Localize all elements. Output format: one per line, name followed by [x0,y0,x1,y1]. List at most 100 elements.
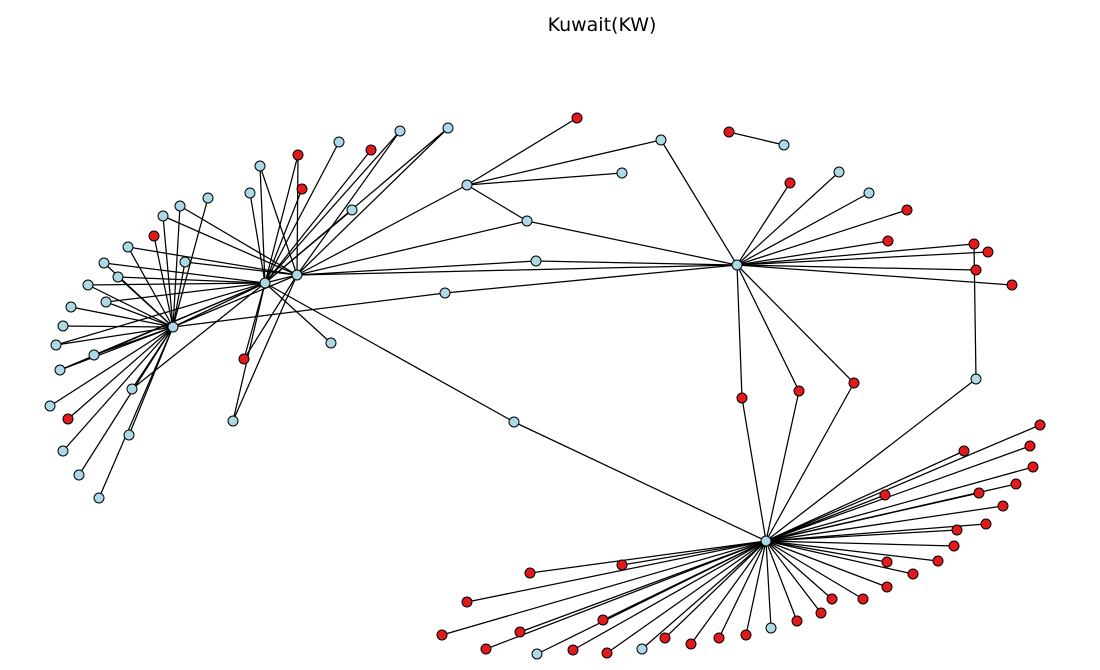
graph-node-blue [65,301,77,313]
graph-node-red [597,614,609,626]
graph-node-red [480,643,492,655]
graph-edge [736,182,791,266]
graph-node-blue [259,277,271,289]
graph-edge [602,540,767,621]
graph-edge [264,282,332,344]
graph-node-red [685,638,697,650]
graph-node-red [514,626,526,638]
graph-edge [765,424,1041,542]
graph-edge [765,523,987,542]
graph-edge [172,282,266,328]
graph-node-red [1024,440,1036,452]
graph-edge [466,139,662,186]
graph-node-blue [394,125,406,137]
graph-edge [513,421,767,542]
graph-edge [526,220,738,266]
graph-node-blue [778,139,790,151]
graph-edge [765,445,1031,542]
graph-node-blue [167,321,179,333]
graph-edge [296,220,528,276]
graph-edge [765,540,914,575]
graph-node-red [970,264,982,276]
graph-node-blue [179,256,191,268]
graph-node-blue [439,287,451,299]
graph-node-blue [88,349,100,361]
graph-edge [485,540,767,650]
graph-edge [98,326,174,499]
graph-node-red [148,230,160,242]
graph-edge [87,284,174,328]
graph-node-red [879,489,891,501]
graph-edge [765,540,772,629]
graph-edge [973,243,977,380]
graph-edge [264,130,401,284]
graph-node-blue [760,535,772,547]
graph-node-red [601,647,613,659]
graph-node-red [948,540,960,552]
graph-edge [49,326,174,407]
graph-edge [179,205,298,276]
graph-edge [765,450,965,542]
graph-edge [736,192,870,266]
graph-edge [117,276,266,284]
graph-node-red [793,385,805,397]
graph-node-blue [521,215,533,227]
graph-node-red [62,413,74,425]
graph-node-red [857,593,869,605]
graph-edge [765,494,886,542]
graph-node-red [659,632,671,644]
graph-node-red [1027,461,1039,473]
graph-node-red [982,246,994,258]
graph-node-blue [57,445,69,457]
graph-node-red [1006,279,1018,291]
graph-edge [249,192,266,284]
graph-node-blue [461,179,473,191]
graph-node-red [815,607,827,619]
graph-node-blue [333,136,345,148]
graph-node-blue [98,257,110,269]
graph-edge [765,390,800,542]
graph-edge [172,292,446,328]
graph-edge [232,282,266,422]
graph-edge [184,261,298,276]
graph-edge [736,171,840,266]
graph-edge [519,540,767,633]
graph-edge [765,540,822,614]
graph-node-red [567,644,579,656]
graph-edge [466,540,767,603]
graph-edge [67,326,174,420]
graph-node-blue [244,187,256,199]
graph-edge [736,209,908,266]
graph-edge [736,243,975,266]
graph-node-blue [731,259,743,271]
graph-edge [466,117,578,186]
graph-node-red [616,559,628,571]
graph-node-blue [508,416,520,428]
graph-edge [59,326,174,371]
graph-node-red [571,112,583,124]
graph-edge [736,264,1013,286]
graph-node-red [848,377,860,389]
graph-edge [55,282,266,346]
graph-node-red [901,204,913,216]
graph-edge [728,131,785,146]
graph-edge [296,154,299,276]
graph-node-blue [122,241,134,253]
graph-edge [765,378,977,542]
graph-node-red [968,238,980,250]
graph-node-blue [44,400,56,412]
graph-edge [87,282,266,286]
graph-edge [718,540,767,639]
graph-edge [444,264,738,294]
graph-node-blue [530,255,542,267]
graph-title: Kuwait(KW) [547,14,657,36]
graph-node-red [436,629,448,641]
graph-node-red [365,144,377,156]
graph-node-red [958,445,970,457]
graph-node-red [951,524,963,536]
graph-edge [765,529,958,542]
graph-edge [296,130,401,276]
graph-edge [172,205,181,328]
graph-edge [117,276,174,328]
graph-node-red [980,518,992,530]
